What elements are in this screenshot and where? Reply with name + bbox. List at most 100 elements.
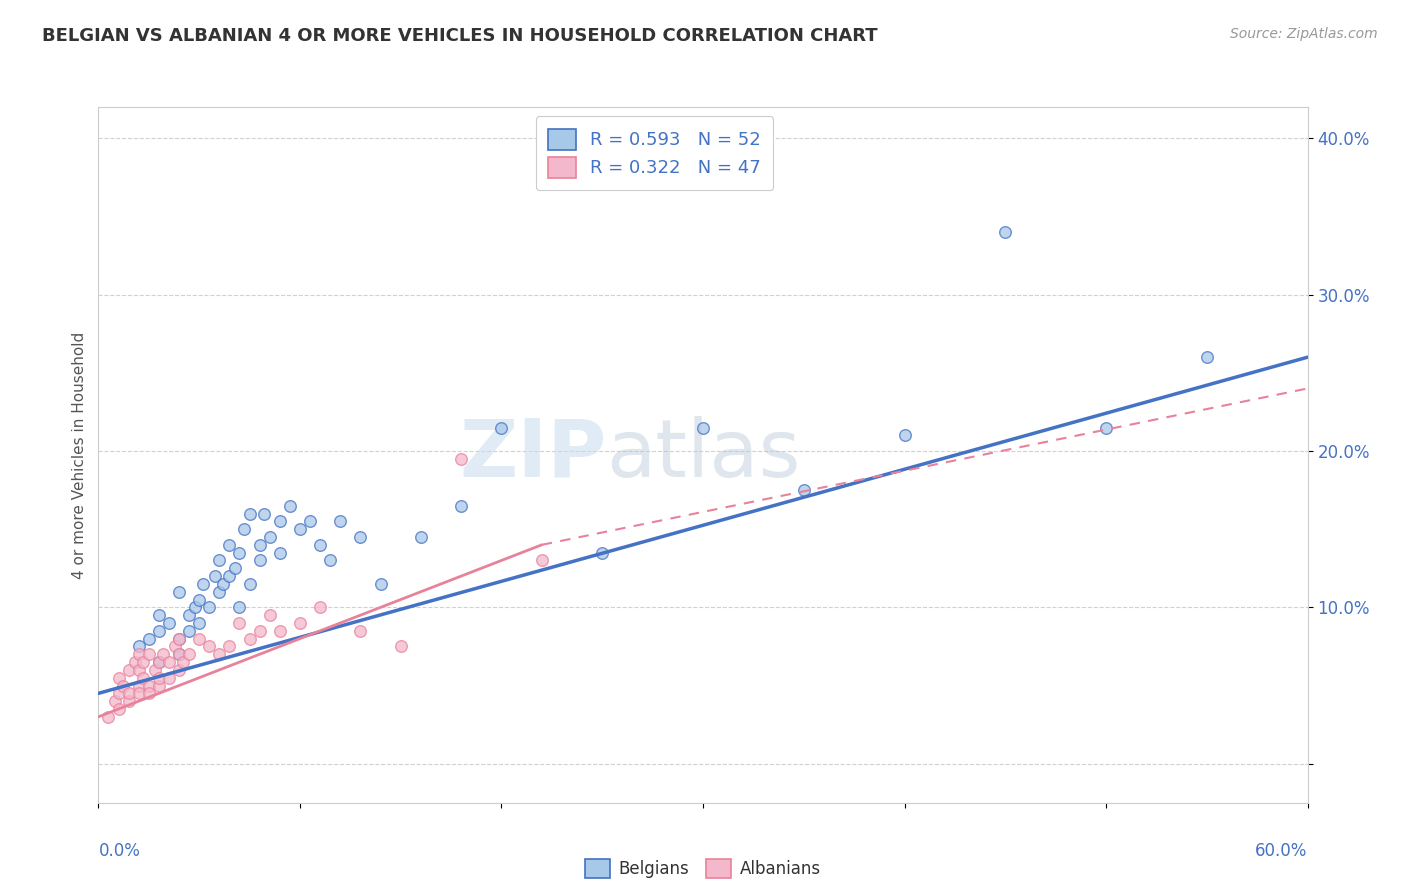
Point — [218, 640, 240, 654]
Point — [224, 561, 246, 575]
Point — [163, 640, 186, 654]
Point — [167, 647, 190, 661]
Point — [238, 632, 262, 646]
Point — [309, 600, 332, 615]
Point — [193, 577, 215, 591]
Y-axis label: 4 or more Vehicles in Household: 4 or more Vehicles in Household — [72, 331, 87, 579]
Point — [893, 428, 915, 442]
Point — [107, 702, 129, 716]
Point — [259, 530, 281, 544]
Point — [1095, 420, 1118, 434]
Point — [177, 647, 200, 661]
Point — [208, 553, 231, 567]
Point — [259, 608, 281, 623]
Point — [107, 671, 129, 685]
Point — [118, 694, 141, 708]
Point — [793, 483, 815, 497]
Point — [148, 655, 170, 669]
Point — [177, 624, 200, 638]
Point — [152, 647, 174, 661]
Text: ZIP: ZIP — [458, 416, 606, 494]
Point — [238, 577, 262, 591]
Point — [1195, 350, 1218, 364]
Point — [148, 624, 170, 638]
Point — [157, 615, 180, 630]
Point — [138, 632, 160, 646]
Point — [692, 420, 714, 434]
Point — [208, 584, 231, 599]
Point — [167, 663, 190, 677]
Point — [188, 592, 211, 607]
Point — [409, 530, 432, 544]
Point — [228, 600, 250, 615]
Point — [329, 514, 352, 528]
Point — [288, 522, 311, 536]
Point — [103, 694, 125, 708]
Point — [128, 686, 150, 700]
Point — [118, 686, 141, 700]
Point — [298, 514, 321, 528]
Point — [269, 624, 291, 638]
Point — [167, 584, 190, 599]
Point — [269, 514, 291, 528]
Point — [148, 671, 170, 685]
Point — [167, 632, 190, 646]
Point — [138, 686, 160, 700]
Point — [269, 546, 291, 560]
Point — [218, 569, 240, 583]
Point — [128, 663, 150, 677]
Point — [389, 640, 412, 654]
Point — [232, 522, 254, 536]
Point — [249, 624, 271, 638]
Point — [591, 546, 613, 560]
Point — [148, 655, 170, 669]
Point — [188, 615, 211, 630]
Text: atlas: atlas — [606, 416, 800, 494]
Point — [128, 647, 150, 661]
Text: BELGIAN VS ALBANIAN 4 OR MORE VEHICLES IN HOUSEHOLD CORRELATION CHART: BELGIAN VS ALBANIAN 4 OR MORE VEHICLES I… — [42, 27, 877, 45]
Point — [238, 507, 262, 521]
Point — [128, 640, 150, 654]
Point — [253, 507, 276, 521]
Point — [218, 538, 240, 552]
Point — [204, 569, 226, 583]
Point — [249, 553, 271, 567]
Point — [491, 420, 513, 434]
Point — [450, 499, 472, 513]
Point — [157, 655, 180, 669]
Point — [184, 600, 207, 615]
Point — [128, 679, 150, 693]
Point — [198, 640, 221, 654]
Point — [228, 546, 250, 560]
Point — [107, 686, 129, 700]
Point — [138, 679, 160, 693]
Point — [450, 451, 472, 466]
Point — [111, 679, 134, 693]
Point — [208, 647, 231, 661]
Point — [212, 577, 235, 591]
Point — [118, 663, 141, 677]
Point — [349, 530, 371, 544]
Point — [309, 538, 332, 552]
Point — [124, 655, 146, 669]
Text: 0.0%: 0.0% — [98, 842, 141, 860]
Point — [288, 615, 311, 630]
Point — [228, 615, 250, 630]
Point — [349, 624, 371, 638]
Text: 60.0%: 60.0% — [1256, 842, 1308, 860]
Point — [148, 608, 170, 623]
Point — [97, 710, 120, 724]
Legend: Belgians, Albanians: Belgians, Albanians — [579, 853, 827, 885]
Point — [530, 553, 553, 567]
Point — [167, 647, 190, 661]
Point — [172, 655, 194, 669]
Point — [177, 608, 200, 623]
Point — [138, 647, 160, 661]
Point — [167, 632, 190, 646]
Point — [157, 671, 180, 685]
Point — [249, 538, 271, 552]
Point — [143, 663, 166, 677]
Point — [198, 600, 221, 615]
Point — [370, 577, 392, 591]
Point — [994, 225, 1017, 239]
